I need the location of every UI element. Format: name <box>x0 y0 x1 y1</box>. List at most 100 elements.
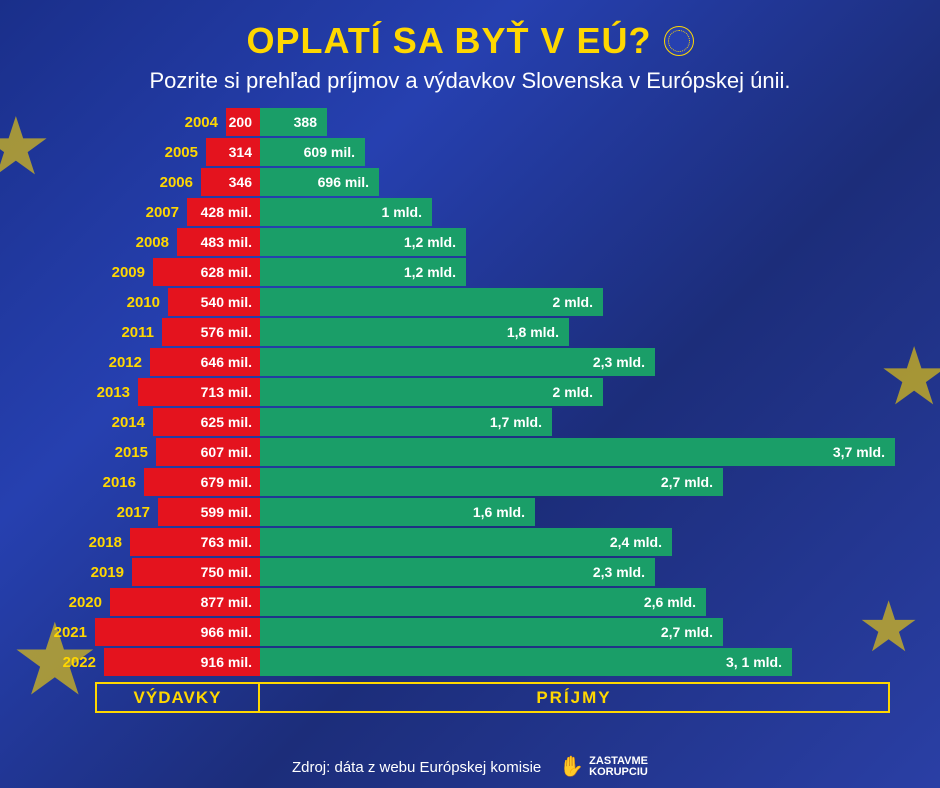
chart-row: 2010540 mil.2 mld. <box>50 288 890 316</box>
income-bar: 1,2 mld. <box>260 228 466 256</box>
income-side: 609 mil. <box>260 138 890 166</box>
expense-bar: 916 mil. <box>104 648 260 676</box>
expense-bar: 646 mil. <box>150 348 260 376</box>
income-bar: 3,7 mld. <box>260 438 895 466</box>
title-row: OPLATÍ SA BYŤ V EÚ? <box>20 20 920 62</box>
year-label: 2021 <box>54 618 95 646</box>
expense-bar: 599 mil. <box>158 498 260 526</box>
income-bar: 1 mld. <box>260 198 432 226</box>
page-title: OPLATÍ SA BYŤ V EÚ? <box>246 20 651 62</box>
legend-left-wrap: VÝDAVKY <box>50 682 260 713</box>
expense-bar: 628 mil. <box>153 258 260 286</box>
year-label: 2009 <box>112 258 153 286</box>
expense-bar: 540 mil. <box>168 288 260 316</box>
expense-bar: 966 mil. <box>95 618 260 646</box>
year-label: 2005 <box>165 138 206 166</box>
expense-side: 2021966 mil. <box>50 618 260 646</box>
expense-bar: 763 mil. <box>130 528 260 556</box>
expense-bar: 314 <box>206 138 260 166</box>
income-side: 696 mil. <box>260 168 890 196</box>
year-label: 2020 <box>69 588 110 616</box>
expense-side: 2014625 mil. <box>50 408 260 436</box>
income-bar: 1,8 mld. <box>260 318 569 346</box>
income-bar: 3, 1 mld. <box>260 648 792 676</box>
income-side: 388 <box>260 108 890 136</box>
income-side: 1,8 mld. <box>260 318 890 346</box>
year-label: 2019 <box>91 558 132 586</box>
income-side: 1,7 mld. <box>260 408 890 436</box>
income-bar: 2 mld. <box>260 378 603 406</box>
expense-bar: 877 mil. <box>110 588 260 616</box>
income-side: 2,3 mld. <box>260 558 890 586</box>
logo: ✋ ZASTAVME KORUPCIU <box>559 756 648 778</box>
source-text: Zdroj: dáta z webu Európskej komisie <box>292 759 541 776</box>
expense-side: 2020877 mil. <box>50 588 260 616</box>
chart-row: 2011576 mil.1,8 mld. <box>50 318 890 346</box>
income-side: 1,6 mld. <box>260 498 890 526</box>
footer: Zdroj: dáta z webu Európskej komisie ✋ Z… <box>20 756 920 778</box>
income-side: 2,6 mld. <box>260 588 890 616</box>
chart-row: 2019750 mil.2,3 mld. <box>50 558 890 586</box>
expense-bar: 346 <box>201 168 260 196</box>
income-side: 2,4 mld. <box>260 528 890 556</box>
container: OPLATÍ SA BYŤ V EÚ? Pozrite si prehľad p… <box>0 0 940 788</box>
year-label: 2006 <box>160 168 201 196</box>
year-label: 2007 <box>146 198 187 226</box>
income-bar: 1,2 mld. <box>260 258 466 286</box>
chart-row: 2009628 mil.1,2 mld. <box>50 258 890 286</box>
year-label: 2012 <box>109 348 150 376</box>
chart-row: 2008483 mil.1,2 mld. <box>50 228 890 256</box>
expense-side: 2022916 mil. <box>50 648 260 676</box>
year-label: 2016 <box>103 468 144 496</box>
income-bar: 2 mld. <box>260 288 603 316</box>
logo-text: ZASTAVME KORUPCIU <box>589 756 648 778</box>
chart-row: 2013713 mil.2 mld. <box>50 378 890 406</box>
legend-row: VÝDAVKYPRÍJMY <box>50 682 890 713</box>
expense-side: 2019750 mil. <box>50 558 260 586</box>
expense-bar: 679 mil. <box>144 468 260 496</box>
income-side: 2,7 mld. <box>260 618 890 646</box>
expense-bar: 200 <box>226 108 260 136</box>
chart-row: 2007428 mil.1 mld. <box>50 198 890 226</box>
expense-side: 2018763 mil. <box>50 528 260 556</box>
income-bar: 2,7 mld. <box>260 468 723 496</box>
chart-row: 2004200388 <box>50 108 890 136</box>
income-bar: 2,7 mld. <box>260 618 723 646</box>
eu-flag-icon <box>664 26 694 56</box>
chart-row: 2012646 mil.2,3 mld. <box>50 348 890 376</box>
expense-bar: 713 mil. <box>138 378 260 406</box>
income-side: 3,7 mld. <box>260 438 895 466</box>
income-side: 2,3 mld. <box>260 348 890 376</box>
year-label: 2013 <box>97 378 138 406</box>
income-side: 2 mld. <box>260 378 890 406</box>
expense-bar: 607 mil. <box>156 438 260 466</box>
expense-side: 2012646 mil. <box>50 348 260 376</box>
expense-bar: 428 mil. <box>187 198 260 226</box>
expense-bar: 750 mil. <box>132 558 260 586</box>
chart-row: 2015607 mil.3,7 mld. <box>50 438 890 466</box>
year-label: 2008 <box>136 228 177 256</box>
income-bar: 696 mil. <box>260 168 379 196</box>
expense-side: 2006346 <box>50 168 260 196</box>
expense-side: 2010540 mil. <box>50 288 260 316</box>
income-bar: 2,4 mld. <box>260 528 672 556</box>
income-bar: 2,6 mld. <box>260 588 706 616</box>
expense-side: 2016679 mil. <box>50 468 260 496</box>
chart-row: 2016679 mil.2,7 mld. <box>50 468 890 496</box>
year-label: 2015 <box>115 438 156 466</box>
income-bar: 609 mil. <box>260 138 365 166</box>
expense-side: 2017599 mil. <box>50 498 260 526</box>
year-label: 2017 <box>117 498 158 526</box>
expense-side: 2008483 mil. <box>50 228 260 256</box>
year-label: 2014 <box>112 408 153 436</box>
year-label: 2018 <box>89 528 130 556</box>
income-bar: 1,7 mld. <box>260 408 552 436</box>
income-bar: 388 <box>260 108 327 136</box>
subtitle: Pozrite si prehľad príjmov a výdavkov Sl… <box>20 68 920 94</box>
legend-income: PRÍJMY <box>260 682 890 713</box>
legend-expenses: VÝDAVKY <box>95 682 260 713</box>
expense-side: 2009628 mil. <box>50 258 260 286</box>
year-label: 2004 <box>185 108 226 136</box>
chart-row: 2020877 mil.2,6 mld. <box>50 588 890 616</box>
chart-row: 2021966 mil.2,7 mld. <box>50 618 890 646</box>
